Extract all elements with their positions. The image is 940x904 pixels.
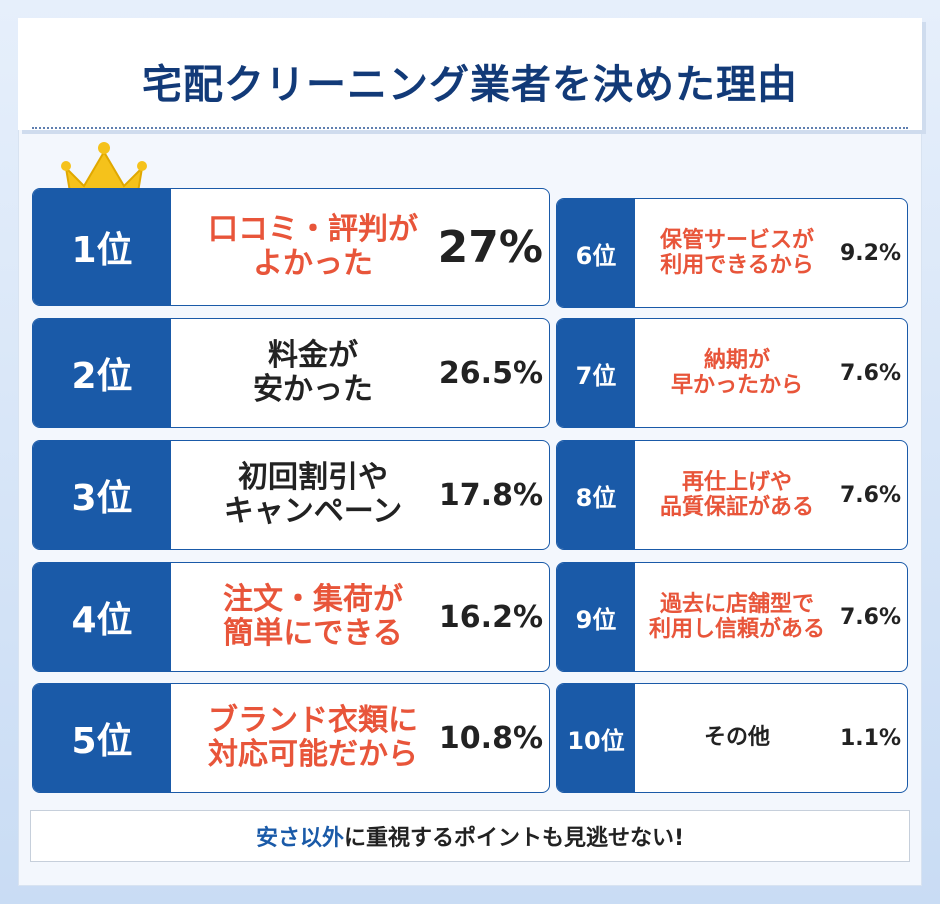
reason-line: 料金が — [268, 337, 358, 373]
reason-line: よかった — [253, 246, 373, 281]
reason-line: 口コミ・評判が — [208, 211, 418, 247]
reason-line: 利用し信頼がある — [648, 617, 825, 642]
percent: 26.5% — [438, 355, 543, 391]
reason-line: その他 — [703, 725, 770, 751]
reason-line: 早かったから — [670, 373, 803, 398]
rank-label: 5位 — [33, 684, 171, 792]
rank-card: 2位 料金が 安かった 26.5% — [32, 318, 550, 428]
rank-card: 5位 ブランド衣類に 対応可能だから 10.8% — [32, 683, 550, 793]
rank-card: 10位 その他 1.1% — [556, 683, 908, 793]
reason: 納期が 早かったから — [637, 319, 837, 427]
reason-line: 品質保証がある — [659, 495, 814, 520]
reason: ブランド衣類に 対応可能だから — [173, 684, 453, 792]
reason-line: 対応可能だから — [208, 737, 418, 772]
rank-label: 7位 — [557, 319, 635, 427]
rank-label: 9位 — [557, 563, 635, 671]
percent: 10.8% — [438, 720, 543, 756]
reason-line: 過去に店舗型で — [659, 591, 814, 617]
rank-card: 9位 過去に店舗型で 利用し信頼がある 7.6% — [556, 562, 908, 672]
reason: その他 — [637, 684, 837, 792]
footer-highlight: 安さ以外 — [255, 826, 344, 851]
divider — [32, 127, 908, 129]
reason-line: 利用できるから — [660, 253, 814, 278]
rank-label: 3位 — [33, 441, 171, 549]
footer: 安さ以外 に重視するポイントも見逃せない! — [30, 810, 910, 862]
reason: 口コミ・評判が よかった — [173, 189, 453, 305]
reason: 料金が 安かった — [173, 319, 453, 427]
reason: 注文・集荷が 簡単にできる — [173, 563, 453, 671]
percent: 1.1% — [839, 725, 901, 751]
title: 宅配クリーニング業者を決めた理由 — [142, 62, 798, 108]
rank-card: 7位 納期が 早かったから 7.6% — [556, 318, 908, 428]
reason-line: 初回割引や — [238, 459, 388, 495]
percent: 7.6% — [839, 360, 901, 386]
reason-line: キャンペーン — [223, 494, 403, 529]
reason-line: 簡単にできる — [223, 616, 403, 651]
rank-label: 8位 — [557, 441, 635, 549]
rank-label: 2位 — [33, 319, 171, 427]
rank-card: 8位 再仕上げや 品質保証がある 7.6% — [556, 440, 908, 550]
rank-card: 3位 初回割引や キャンペーン 17.8% — [32, 440, 550, 550]
rank-card: 1位 口コミ・評判が よかった 27% — [32, 188, 550, 306]
rank-label: 10位 — [557, 684, 635, 792]
rank-card: 4位 注文・集荷が 簡単にできる 16.2% — [32, 562, 550, 672]
rank-label: 1位 — [33, 189, 171, 305]
reason-line: 再仕上げや — [681, 469, 792, 495]
footer-text: に重視するポイントも見逃せない! — [343, 826, 685, 851]
percent: 16.2% — [438, 599, 543, 635]
reason-line: 安かった — [253, 372, 373, 407]
percent: 9.2% — [839, 240, 901, 266]
percent: 27% — [437, 221, 543, 273]
reason-line: 納期が — [703, 347, 770, 373]
title-box: 宅配クリーニング業者を決めた理由 — [18, 18, 922, 130]
rank-card: 6位 保管サービスが 利用できるから 9.2% — [556, 198, 908, 308]
reason: 保管サービスが 利用できるから — [637, 199, 837, 307]
reason-line: 注文・集荷が — [223, 581, 403, 617]
reason-line: ブランド衣類に — [208, 702, 418, 738]
reason: 初回割引や キャンペーン — [173, 441, 453, 549]
percent: 7.6% — [839, 482, 901, 508]
rank-label: 6位 — [557, 199, 635, 307]
percent: 7.6% — [839, 604, 901, 630]
rank-label: 4位 — [33, 563, 171, 671]
reason: 過去に店舗型で 利用し信頼がある — [637, 563, 837, 671]
percent: 17.8% — [438, 477, 543, 513]
reason: 再仕上げや 品質保証がある — [637, 441, 837, 549]
reason-line: 保管サービスが — [659, 227, 814, 253]
